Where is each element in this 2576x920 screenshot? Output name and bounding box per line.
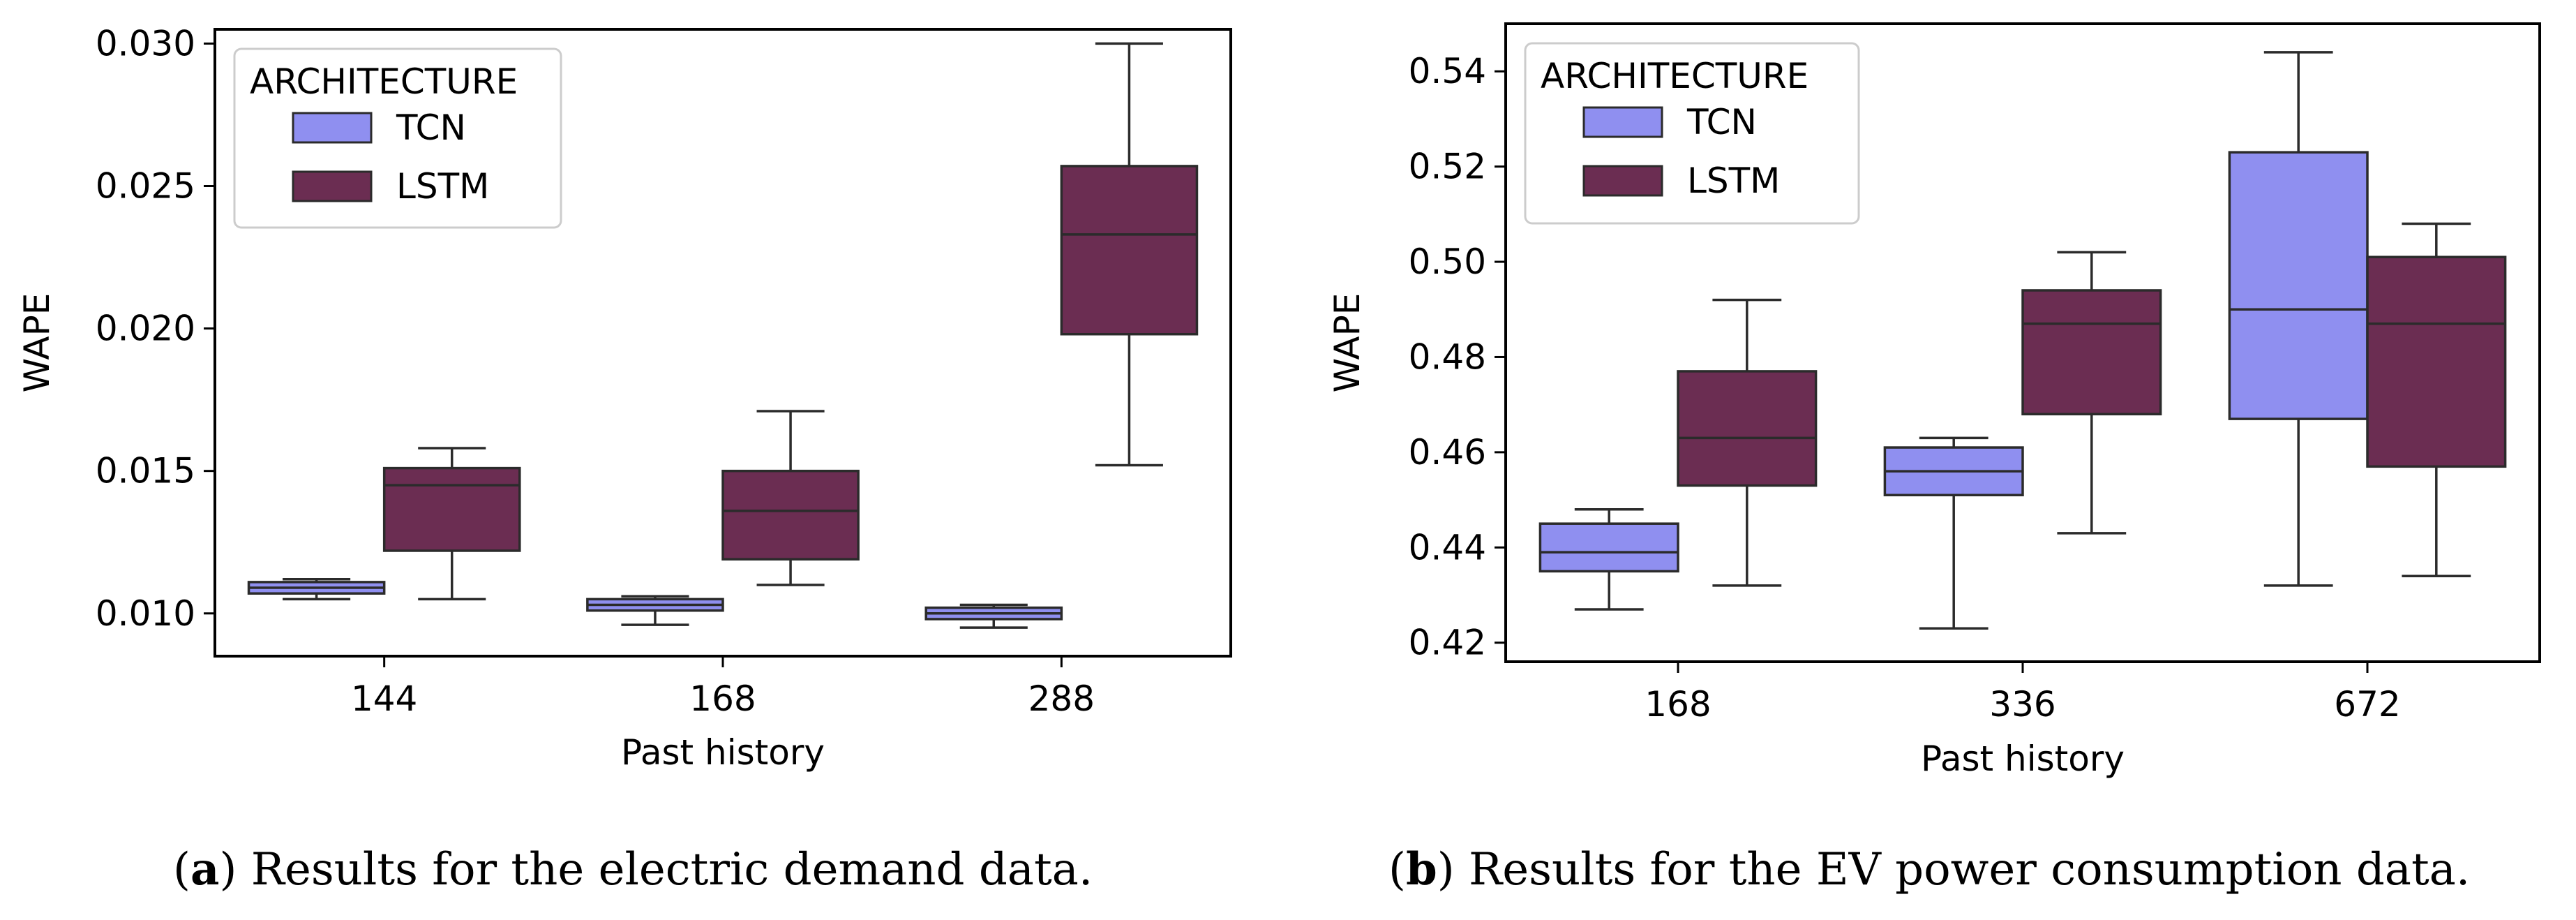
y-tick-label: 0.50 bbox=[1409, 242, 1486, 282]
legend-label-lstm: LSTM bbox=[396, 166, 489, 207]
y-tick-label: 0.025 bbox=[96, 166, 195, 207]
legend: ARCHITECTURE TCN LSTM bbox=[1524, 42, 1860, 225]
legend-label-tcn: TCN bbox=[1686, 102, 1757, 142]
box-iqr bbox=[2366, 255, 2507, 468]
y-tick-label: 0.54 bbox=[1409, 51, 1486, 91]
box-lstm-168 bbox=[1677, 298, 1818, 587]
box-iqr bbox=[721, 469, 860, 561]
box-iqr bbox=[2021, 289, 2162, 416]
box-tcn-168 bbox=[586, 595, 724, 626]
box-iqr bbox=[1677, 370, 1818, 487]
box-lstm-144 bbox=[382, 447, 521, 601]
box-tcn-672 bbox=[2228, 51, 2369, 587]
legend-label-tcn: TCN bbox=[396, 107, 466, 148]
box-iqr bbox=[382, 466, 521, 552]
y-tick-label: 0.010 bbox=[96, 593, 195, 634]
legend: ARCHITECTURE TCN LSTM bbox=[233, 47, 562, 229]
chart-b: 0.42 0.44 0.46 0.48 0.50 0.52 0.54 168 336 672 Pas… bbox=[1327, 22, 2541, 779]
box-lstm-672 bbox=[2366, 222, 2507, 577]
box-iqr bbox=[2228, 151, 2369, 420]
x-axis-label: Past history bbox=[621, 732, 825, 773]
caption-a-letter: a bbox=[190, 843, 220, 896]
box-iqr bbox=[1060, 165, 1199, 336]
legend-swatch-lstm bbox=[292, 170, 373, 202]
caption-b-text: ) Results for the EV power consumption d… bbox=[1437, 844, 2471, 896]
y-tick-label: 0.42 bbox=[1409, 623, 1486, 663]
plot-frame bbox=[1504, 22, 2541, 663]
legend-swatch-lstm bbox=[1582, 165, 1663, 197]
legend-title: ARCHITECTURE bbox=[250, 61, 518, 102]
caption-a-text: ) Results for the electric demand data. bbox=[219, 844, 1093, 896]
caption-b: (b) Results for the EV power consumption… bbox=[1388, 843, 2471, 896]
y-tick-label: 0.015 bbox=[96, 451, 195, 491]
x-tick-label: 144 bbox=[351, 678, 417, 719]
x-tick-label: 168 bbox=[1645, 684, 1711, 725]
caption-b-letter: b bbox=[1405, 843, 1437, 896]
legend-label-lstm: LSTM bbox=[1687, 161, 1780, 201]
y-tick-label: 0.030 bbox=[96, 23, 195, 64]
x-tick-label: 336 bbox=[1989, 684, 2055, 725]
y-tick-label: 0.46 bbox=[1409, 432, 1486, 473]
box-lstm-168 bbox=[721, 410, 860, 586]
box-tcn-144 bbox=[247, 578, 386, 601]
chart-a: 0.010 0.015 0.020 0.025 0.030 144 168 288 Past h… bbox=[17, 23, 1232, 773]
box-lstm-288 bbox=[1060, 42, 1199, 467]
x-tick-label: 168 bbox=[689, 678, 756, 719]
y-tick-label: 0.52 bbox=[1409, 147, 1486, 187]
legend-swatch-tcn bbox=[1582, 106, 1663, 138]
y-tick-label: 0.48 bbox=[1409, 336, 1486, 377]
x-axis-label: Past history bbox=[1921, 739, 2125, 779]
legend-title: ARCHITECTURE bbox=[1541, 56, 1809, 96]
x-tick-label: 288 bbox=[1028, 678, 1095, 719]
box-tcn-288 bbox=[924, 603, 1063, 629]
plot-frame bbox=[214, 28, 1232, 658]
box-lstm-336 bbox=[2021, 251, 2162, 535]
box-iqr bbox=[1538, 522, 1679, 573]
x-tick-label: 672 bbox=[2334, 684, 2400, 725]
y-axis-label: WAPE bbox=[17, 293, 57, 393]
y-axis-label: WAPE bbox=[1327, 293, 1368, 393]
caption-a: (a) Results for the electric demand data… bbox=[173, 843, 1093, 896]
box-tcn-336 bbox=[1883, 436, 2024, 630]
legend-swatch-tcn bbox=[292, 112, 373, 144]
y-tick-label: 0.020 bbox=[96, 309, 195, 349]
y-tick-label: 0.44 bbox=[1409, 527, 1486, 567]
box-tcn-168 bbox=[1538, 507, 1679, 611]
